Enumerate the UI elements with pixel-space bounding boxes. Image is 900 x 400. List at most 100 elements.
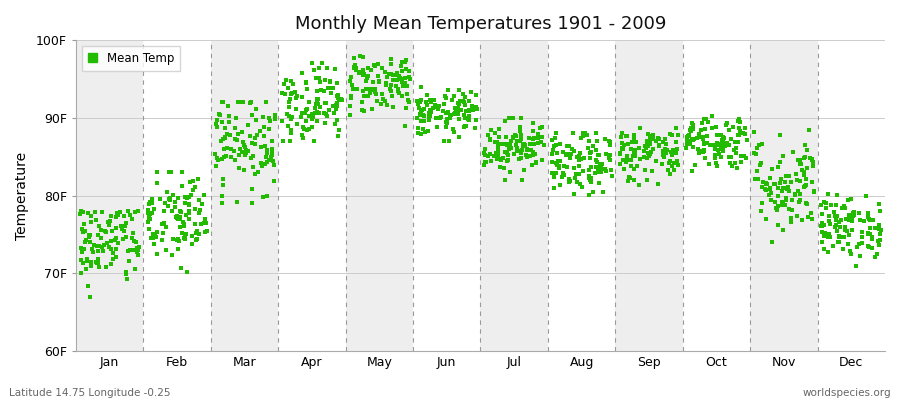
Point bbox=[788, 171, 803, 177]
Point bbox=[559, 152, 573, 159]
Point bbox=[430, 104, 445, 110]
Point bbox=[855, 234, 869, 240]
Point bbox=[414, 84, 428, 90]
Point bbox=[648, 158, 662, 164]
Point bbox=[874, 226, 888, 233]
Point bbox=[124, 216, 139, 223]
Point bbox=[603, 152, 617, 159]
Point bbox=[523, 141, 537, 147]
Point bbox=[630, 163, 644, 170]
Point bbox=[256, 124, 271, 130]
Point bbox=[641, 150, 655, 157]
Point bbox=[514, 155, 528, 161]
Point bbox=[869, 251, 884, 258]
Point bbox=[551, 158, 565, 164]
Point bbox=[828, 202, 842, 208]
Point bbox=[122, 211, 137, 218]
Point bbox=[84, 232, 98, 238]
Point bbox=[318, 120, 332, 126]
Point bbox=[804, 210, 818, 216]
Point bbox=[710, 140, 724, 146]
Point bbox=[717, 134, 732, 141]
Point bbox=[584, 179, 598, 185]
Point bbox=[216, 176, 230, 182]
Point bbox=[300, 86, 314, 92]
Point bbox=[847, 211, 861, 218]
Point bbox=[162, 169, 176, 176]
Point bbox=[501, 146, 516, 152]
Point bbox=[683, 140, 698, 146]
Point bbox=[555, 170, 570, 176]
Point bbox=[330, 92, 345, 99]
Point bbox=[328, 110, 342, 116]
Point bbox=[455, 98, 470, 104]
Point bbox=[696, 136, 710, 142]
Point bbox=[94, 227, 108, 233]
Point bbox=[182, 210, 196, 216]
Point bbox=[825, 243, 840, 250]
Point bbox=[793, 161, 807, 167]
Point bbox=[498, 118, 512, 124]
Point bbox=[805, 179, 819, 185]
Point bbox=[447, 111, 462, 118]
Point bbox=[360, 74, 374, 81]
Point bbox=[508, 142, 523, 148]
Point bbox=[591, 152, 606, 158]
Point bbox=[525, 162, 539, 168]
Point bbox=[320, 113, 334, 119]
Point bbox=[294, 94, 309, 100]
Point bbox=[246, 153, 260, 159]
Point bbox=[718, 122, 733, 129]
Point bbox=[161, 169, 176, 176]
Point bbox=[588, 170, 602, 176]
Point bbox=[240, 122, 255, 128]
Point bbox=[468, 92, 482, 98]
Point bbox=[685, 136, 699, 142]
Point bbox=[770, 204, 784, 211]
Point bbox=[502, 115, 517, 121]
Point bbox=[442, 138, 456, 144]
Point bbox=[344, 94, 358, 101]
Point bbox=[466, 107, 481, 113]
Point bbox=[837, 204, 851, 211]
Point bbox=[795, 161, 809, 168]
Point bbox=[115, 236, 130, 242]
Point bbox=[803, 154, 817, 161]
Point bbox=[533, 125, 547, 131]
Point bbox=[535, 124, 549, 130]
Point bbox=[329, 100, 344, 106]
Point bbox=[319, 76, 333, 83]
Point bbox=[699, 140, 714, 146]
Point bbox=[449, 106, 464, 112]
Point bbox=[238, 147, 253, 153]
Point bbox=[410, 97, 424, 104]
Point bbox=[184, 241, 199, 247]
Point bbox=[209, 121, 223, 127]
Point bbox=[702, 161, 716, 168]
Point bbox=[216, 99, 230, 106]
Point bbox=[127, 209, 141, 215]
Point bbox=[398, 74, 412, 81]
Point bbox=[736, 153, 751, 160]
Point bbox=[754, 208, 769, 215]
Point bbox=[218, 135, 232, 142]
Point bbox=[113, 222, 128, 229]
Point bbox=[424, 99, 438, 106]
Point bbox=[570, 178, 584, 185]
Point bbox=[177, 235, 192, 241]
Point bbox=[845, 226, 859, 233]
Point bbox=[664, 163, 679, 169]
Legend: Mean Temp: Mean Temp bbox=[82, 46, 180, 71]
Point bbox=[106, 256, 121, 262]
Point bbox=[513, 138, 527, 144]
Point bbox=[180, 194, 194, 201]
Point bbox=[784, 179, 798, 185]
Point bbox=[788, 192, 803, 198]
Point bbox=[284, 90, 298, 97]
Point bbox=[700, 133, 715, 139]
Point bbox=[793, 178, 807, 184]
Point bbox=[311, 65, 326, 72]
Point bbox=[515, 177, 529, 183]
Point bbox=[308, 110, 322, 116]
Point bbox=[738, 124, 752, 131]
